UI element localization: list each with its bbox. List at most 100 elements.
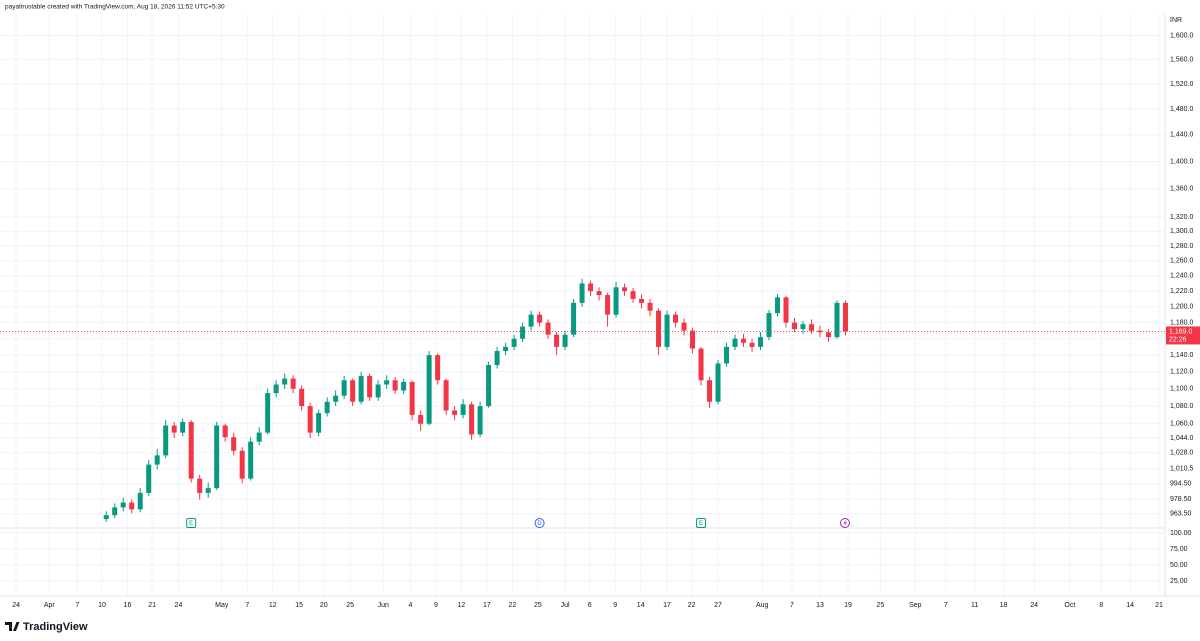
event-label: E [699, 521, 703, 527]
candle-body [520, 326, 526, 339]
x-tick-label: 24 [175, 602, 183, 609]
x-tick-label: Jul [561, 602, 570, 609]
candle-body [188, 421, 194, 479]
candle-body [426, 355, 432, 424]
y-tick-label: 1,180.0 [1170, 319, 1193, 326]
y-tick-label: 1,100.0 [1170, 386, 1193, 393]
y-tick-label: 1,010.5 [1170, 466, 1193, 473]
x-tick-label: 14 [1126, 602, 1134, 609]
currency: INR [1170, 17, 1182, 24]
candle-body [562, 334, 568, 347]
x-tick-label: Aug [756, 602, 769, 609]
candle-body [707, 380, 713, 402]
y-tick-label: 1,060.0 [1170, 421, 1193, 428]
y-tick-label: 1,440.0 [1170, 132, 1193, 139]
y-tick-label: 1,560.0 [1170, 56, 1193, 63]
candle-body [103, 515, 109, 520]
x-tick-label: 7 [245, 602, 249, 609]
x-tick-label: 24 [12, 602, 20, 609]
candle-body [579, 283, 585, 303]
y-tick-label: 75.00 [1170, 546, 1188, 553]
logo-text: TradingView [23, 621, 88, 633]
candle-body [163, 425, 169, 456]
x-tick-label: 25 [346, 602, 354, 609]
event-marker: E [186, 518, 197, 528]
candle-body [681, 322, 687, 331]
candle-body [384, 380, 390, 385]
candle-body [290, 378, 296, 389]
x-tick-label: 25 [534, 602, 542, 609]
candle-body [307, 406, 313, 433]
countdown: 22:26 [1169, 336, 1187, 343]
y-tick-label: 1,200.0 [1170, 304, 1193, 311]
x-tick-label: 4 [408, 602, 412, 609]
y-tick-label: 50.00 [1170, 562, 1188, 569]
y-tick-label: 1,300.0 [1170, 228, 1193, 235]
x-tick-label: 24 [1030, 602, 1038, 609]
y-tick-label: 1,520.0 [1170, 81, 1193, 88]
x-tick-label: 17 [483, 602, 491, 609]
candle-body [316, 413, 322, 433]
candle-body [401, 381, 407, 391]
x-tick-label: 6 [588, 602, 592, 609]
candle-body [817, 330, 823, 333]
candle-body [690, 330, 696, 349]
y-tick-label: 1,480.0 [1170, 106, 1193, 113]
event-marker: D [534, 518, 545, 528]
x-tick-label: 9 [434, 602, 438, 609]
candle-body [137, 492, 143, 510]
candle-body [647, 302, 653, 311]
x-tick-label: 8 [1099, 602, 1103, 609]
candle-body [834, 302, 840, 338]
y-tick-label: 100.00 [1170, 530, 1192, 537]
candle-body [741, 338, 747, 343]
candle-body [477, 406, 483, 435]
header: payaltrustable created with TradingView.… [5, 4, 225, 11]
y-tick-label: 1,600.0 [1170, 32, 1193, 39]
x-tick-label: 25 [876, 602, 884, 609]
candle-body [171, 425, 177, 433]
y-tick-label: 25.00 [1170, 578, 1188, 585]
x-tick-label: 21 [148, 602, 156, 609]
event-badge [696, 518, 707, 528]
x-tick-label: 12 [269, 602, 277, 609]
candle-body [299, 388, 305, 407]
x-tick-label: 10 [98, 602, 106, 609]
candle-body [783, 297, 789, 323]
event-label: D [537, 521, 542, 527]
x-tick-label: 12 [458, 602, 466, 609]
candle-body [571, 302, 577, 335]
y-tick-label: 1,320.0 [1170, 214, 1193, 221]
candle-body [664, 314, 670, 347]
x-tick-label: 22 [508, 602, 516, 609]
x-tick-label: 9 [613, 602, 617, 609]
candle-body [452, 410, 458, 415]
y-tick-label: 1,280.0 [1170, 243, 1193, 250]
x-tick-label: 20 [320, 602, 328, 609]
logo: TradingView [5, 621, 88, 633]
x-tick-label: Oct [1064, 602, 1075, 609]
event-badge [186, 518, 197, 528]
candle-body [341, 380, 347, 396]
candle-body [732, 338, 738, 347]
x-tick-label: 14 [637, 602, 645, 609]
x-tick-label: 19 [844, 602, 852, 609]
event-badge [534, 518, 545, 528]
candle-body [545, 322, 551, 335]
candle-body [180, 421, 186, 433]
candle-body [554, 334, 560, 347]
candle-body [715, 363, 721, 402]
candle-body [239, 450, 245, 479]
candle-body [205, 488, 211, 493]
x-tick-label: 13 [816, 602, 824, 609]
y-tick-label: 994.50 [1170, 481, 1192, 488]
candle-body [809, 324, 815, 331]
y-tick-label: 963.50 [1170, 511, 1192, 518]
candle-body [154, 455, 160, 465]
candle-body [248, 441, 254, 479]
candle-body [656, 310, 662, 347]
x-tick-label: 27 [714, 602, 722, 609]
candle-body [214, 425, 220, 489]
